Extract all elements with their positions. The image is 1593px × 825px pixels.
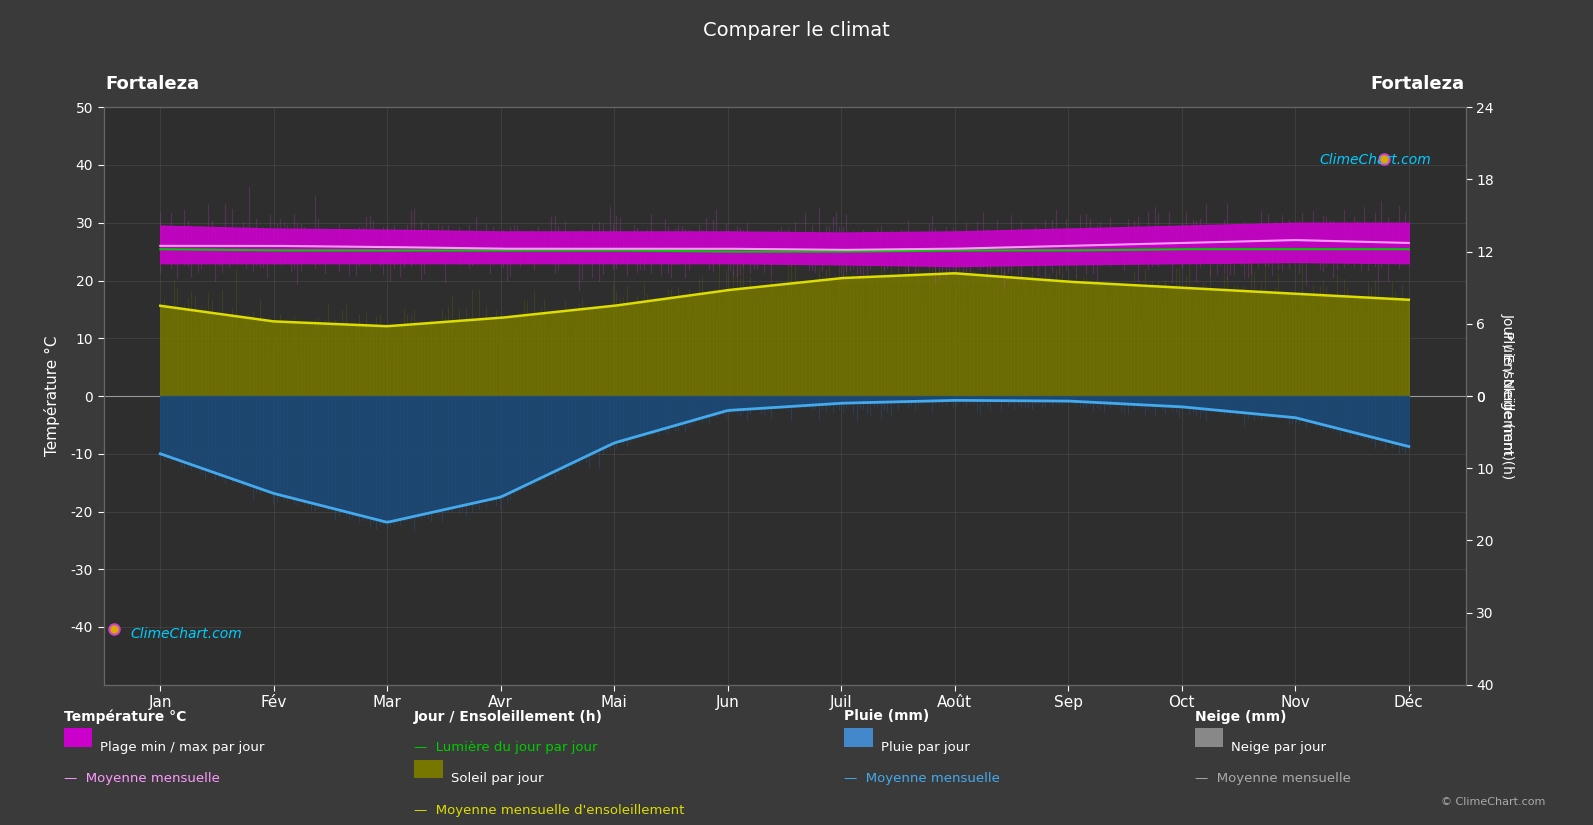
Text: —  Lumière du jour par jour: — Lumière du jour par jour <box>414 741 597 754</box>
Text: Pluie (mm): Pluie (mm) <box>844 710 930 724</box>
Text: —  Moyenne mensuelle d'ensoleillement: — Moyenne mensuelle d'ensoleillement <box>414 804 685 817</box>
Text: ClimeChart.com: ClimeChart.com <box>1319 153 1432 167</box>
Y-axis label: Température °C: Température °C <box>43 336 59 456</box>
Text: © ClimeChart.com: © ClimeChart.com <box>1440 797 1545 807</box>
Y-axis label: Pluie / Neige (mm): Pluie / Neige (mm) <box>1501 332 1515 460</box>
Text: Comparer le climat: Comparer le climat <box>703 21 890 40</box>
Text: Soleil par jour: Soleil par jour <box>451 772 543 785</box>
Text: Jour / Ensoleillement (h): Jour / Ensoleillement (h) <box>414 710 604 724</box>
Text: Pluie par jour: Pluie par jour <box>881 741 970 754</box>
Text: Plage min / max par jour: Plage min / max par jour <box>100 741 264 754</box>
Text: Neige (mm): Neige (mm) <box>1195 710 1286 724</box>
Text: —  Moyenne mensuelle: — Moyenne mensuelle <box>1195 772 1351 785</box>
Y-axis label: Jour / Ensoleillement (h): Jour / Ensoleillement (h) <box>1501 313 1515 479</box>
Text: ClimeChart.com: ClimeChart.com <box>131 627 242 641</box>
Text: Température °C: Température °C <box>64 710 186 724</box>
Text: Neige par jour: Neige par jour <box>1231 741 1327 754</box>
Text: —  Moyenne mensuelle: — Moyenne mensuelle <box>844 772 1000 785</box>
Text: Fortaleza: Fortaleza <box>1370 75 1464 93</box>
Text: —  Moyenne mensuelle: — Moyenne mensuelle <box>64 772 220 785</box>
Text: Fortaleza: Fortaleza <box>105 75 199 93</box>
